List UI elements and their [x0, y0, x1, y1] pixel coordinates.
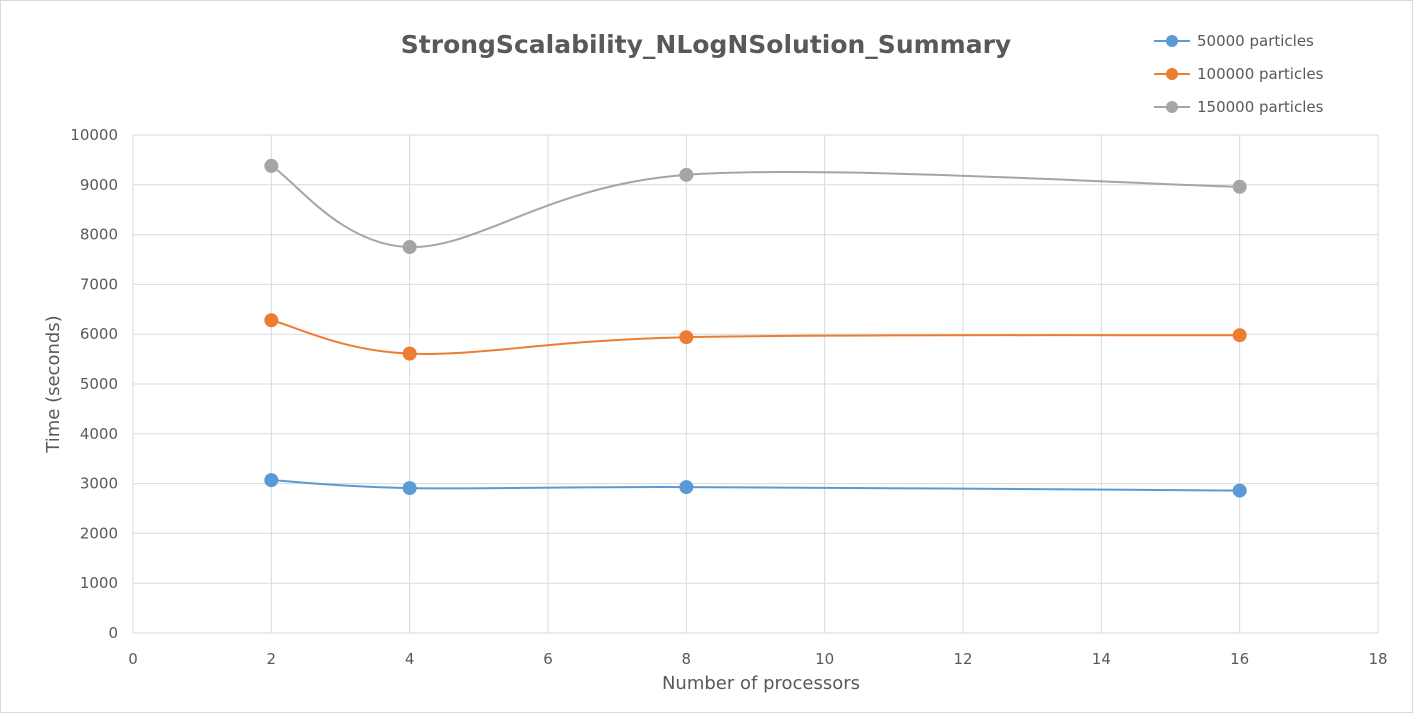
data-point[interactable] — [1232, 483, 1247, 498]
gridlines — [132, 134, 1379, 634]
y-tick-label: 0 — [108, 624, 118, 642]
legend-item[interactable]: 150000 particles — [1154, 98, 1324, 116]
legend-swatch-marker — [1166, 101, 1178, 113]
x-tick-label: 6 — [543, 650, 553, 668]
x-tick-label: 4 — [405, 650, 415, 668]
legend: 50000 particles 100000 particles 150000 pa… — [1154, 32, 1324, 116]
x-tick-label: 18 — [1368, 650, 1387, 668]
x-tick-label: 2 — [267, 650, 277, 668]
data-point[interactable] — [264, 158, 279, 173]
data-point[interactable] — [264, 473, 279, 488]
series-1 — [264, 313, 1247, 361]
y-tick-label: 8000 — [80, 226, 118, 244]
series-0 — [264, 473, 1247, 498]
series-2 — [264, 158, 1247, 255]
x-tick-label: 0 — [128, 650, 138, 668]
y-tick-label: 6000 — [80, 325, 118, 343]
y-axis-label: Time (seconds) — [43, 315, 64, 453]
data-point[interactable] — [679, 480, 694, 495]
legend-item[interactable]: 50000 particles — [1154, 32, 1314, 50]
y-tick-label: 10000 — [70, 126, 118, 144]
legend-label: 100000 particles — [1197, 65, 1324, 83]
series-line — [271, 479, 1240, 492]
series-group — [264, 158, 1247, 498]
data-point[interactable] — [679, 330, 694, 345]
y-tick-label: 1000 — [80, 574, 118, 592]
legend-label: 150000 particles — [1197, 98, 1324, 116]
data-point[interactable] — [1232, 179, 1247, 194]
data-point[interactable] — [679, 167, 694, 182]
y-tick-label: 7000 — [80, 275, 118, 293]
series-line — [270, 165, 1240, 249]
legend-swatch-marker — [1166, 35, 1178, 47]
x-tick-label: 10 — [815, 650, 834, 668]
x-tick-label: 8 — [682, 650, 692, 668]
legend-swatch-marker — [1166, 68, 1178, 80]
legend-item[interactable]: 100000 particles — [1154, 65, 1324, 83]
data-point[interactable] — [402, 481, 417, 496]
y-tick-label: 4000 — [80, 425, 118, 443]
y-tick-label: 2000 — [80, 524, 118, 542]
x-tick-label: 12 — [953, 650, 972, 668]
series-line — [271, 319, 1240, 355]
y-tick-label: 9000 — [80, 176, 118, 194]
x-tick-label: 14 — [1092, 650, 1111, 668]
x-tick-label: 16 — [1230, 650, 1249, 668]
data-point[interactable] — [402, 346, 417, 361]
data-point[interactable] — [1232, 328, 1247, 343]
data-point[interactable] — [402, 240, 417, 255]
y-tick-label: 3000 — [80, 475, 118, 493]
data-point[interactable] — [264, 313, 279, 328]
x-axis-label: Number of processors — [662, 673, 860, 694]
y-tick-label: 5000 — [80, 375, 118, 393]
x-axis-ticks: 0 2 4 6 8 10 12 14 16 18 — [128, 650, 1387, 668]
chart-title: StrongScalability_NLogNSolution_Summary — [401, 30, 1011, 59]
y-axis-ticks: 0 1000 2000 3000 4000 5000 6000 7000 8000 9000 100… — [70, 126, 118, 642]
legend-label: 50000 particles — [1197, 32, 1314, 50]
